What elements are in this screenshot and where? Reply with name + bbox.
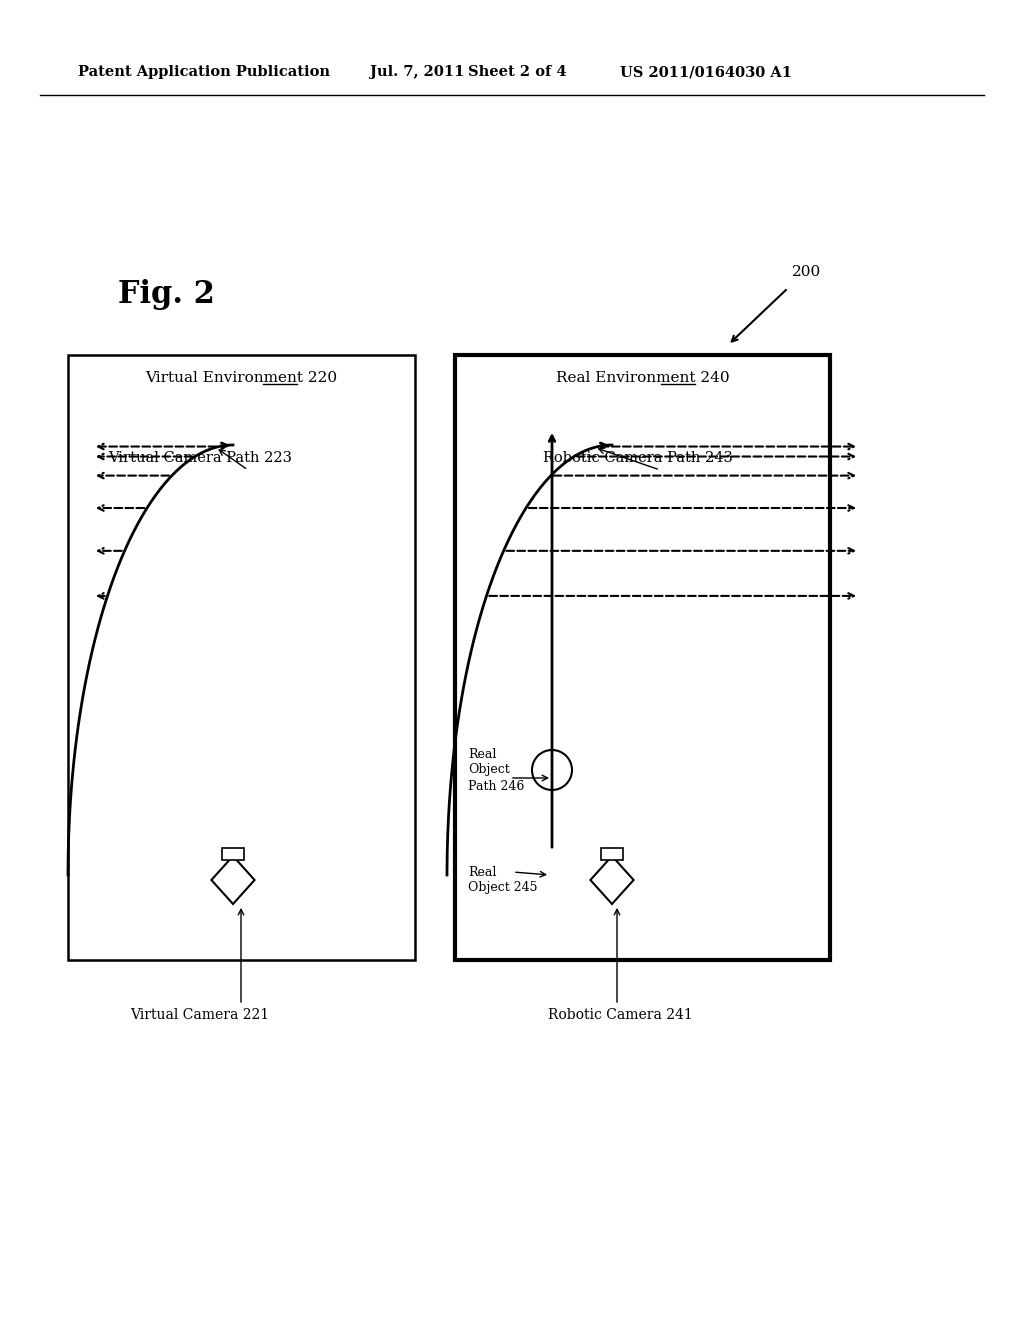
Bar <box>68 355 415 960</box>
Bar <box>601 847 623 861</box>
Bar <box>222 847 244 861</box>
Text: Real
Object
Path 246: Real Object Path 246 <box>468 747 524 792</box>
Text: Virtual Environment 220: Virtual Environment 220 <box>145 371 338 385</box>
Text: Real Environment 240: Real Environment 240 <box>556 371 729 385</box>
Text: Robotic Camera 241: Robotic Camera 241 <box>548 1008 692 1022</box>
Text: Jul. 7, 2011: Jul. 7, 2011 <box>370 65 464 79</box>
Text: US 2011/0164030 A1: US 2011/0164030 A1 <box>620 65 792 79</box>
Text: Robotic Camera Path 243: Robotic Camera Path 243 <box>543 451 733 465</box>
Text: Real
Object 245: Real Object 245 <box>468 866 538 895</box>
Text: 200: 200 <box>792 265 821 279</box>
Text: Fig. 2: Fig. 2 <box>118 280 215 310</box>
Text: Patent Application Publication: Patent Application Publication <box>78 65 330 79</box>
Text: Virtual Camera 221: Virtual Camera 221 <box>130 1008 269 1022</box>
Text: Virtual Camera Path 223: Virtual Camera Path 223 <box>108 451 292 465</box>
Text: Sheet 2 of 4: Sheet 2 of 4 <box>468 65 566 79</box>
Text: 220: 220 <box>265 371 294 385</box>
Bar <box>455 355 830 960</box>
